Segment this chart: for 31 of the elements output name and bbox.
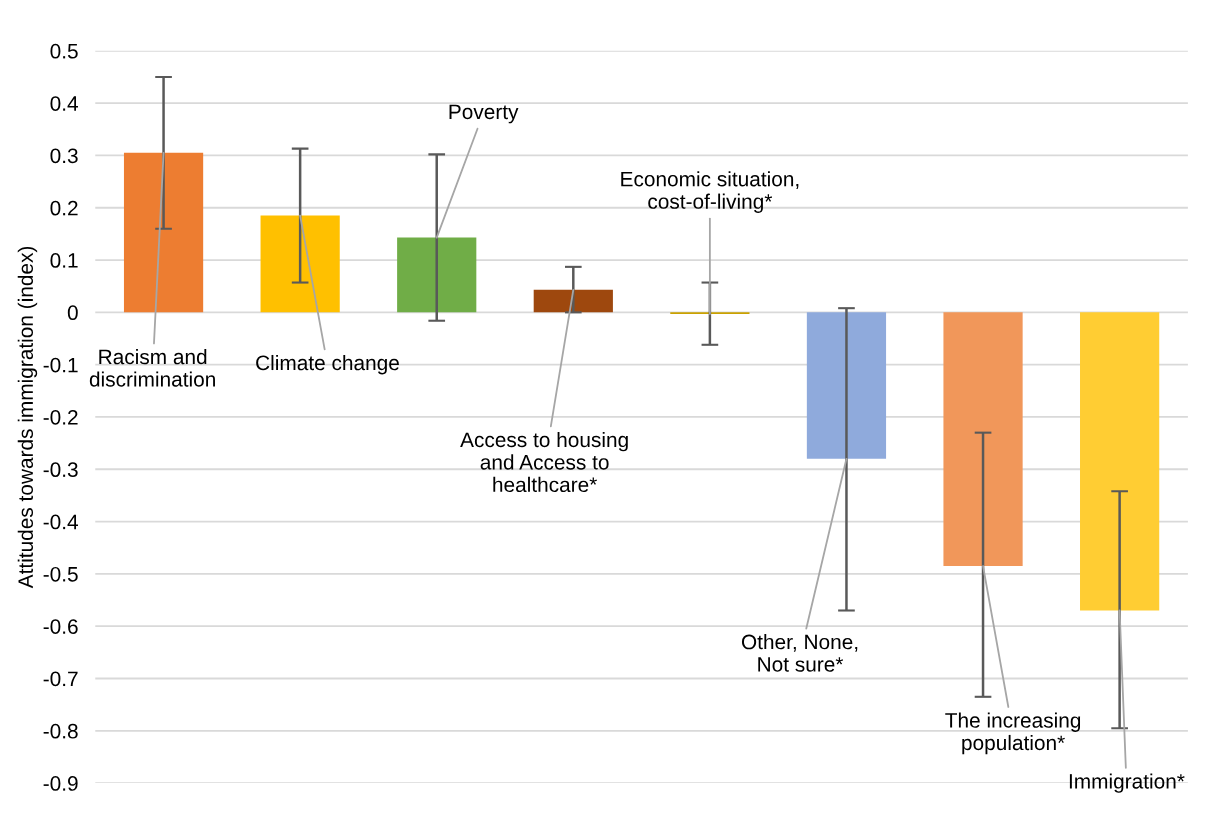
y-tick-label: 0.5 (50, 43, 78, 59)
bar (260, 215, 340, 313)
annotation: Other, None, Not sure* (741, 634, 858, 672)
y-tick-label: -0.5 (43, 566, 78, 582)
annotation: Racism and discrimination (89, 348, 215, 387)
y-tick-label: -0.2 (43, 409, 78, 425)
y-tick-label: -0.7 (43, 671, 78, 687)
y-axis-title: Attitudes towards immigration (index) (17, 246, 38, 589)
bar (397, 237, 477, 313)
y-tick-label: -0.1 (43, 357, 78, 373)
y-tick-label: 0.1 (50, 253, 78, 268)
annotation: Economic situation, cost-of-living* (621, 171, 799, 213)
y-tick-label: -0.8 (43, 723, 78, 739)
annotation: Access to housing and Access to healthcare* (460, 431, 628, 493)
y-tick-label: -0.4 (43, 514, 78, 530)
y-tick-label: 0.4 (50, 96, 78, 111)
y-tick-label: -0.6 (43, 619, 78, 634)
y-tick-label: 0.2 (50, 200, 78, 216)
bar (806, 312, 887, 459)
annotation: The increasing population* (945, 712, 1081, 755)
y-tick-label: 0 (67, 305, 78, 321)
annotation: Immigration* (1069, 773, 1185, 793)
y-tick-label: 0.3 (50, 148, 78, 164)
y-tick-label: -0.3 (43, 462, 78, 478)
bar (533, 289, 613, 313)
annotation: Climate change (256, 354, 399, 375)
annotation: Poverty (449, 104, 519, 124)
y-tick-label: -0.9 (43, 776, 78, 791)
bar (1080, 312, 1160, 611)
bar (943, 312, 1023, 567)
bar (123, 152, 204, 313)
